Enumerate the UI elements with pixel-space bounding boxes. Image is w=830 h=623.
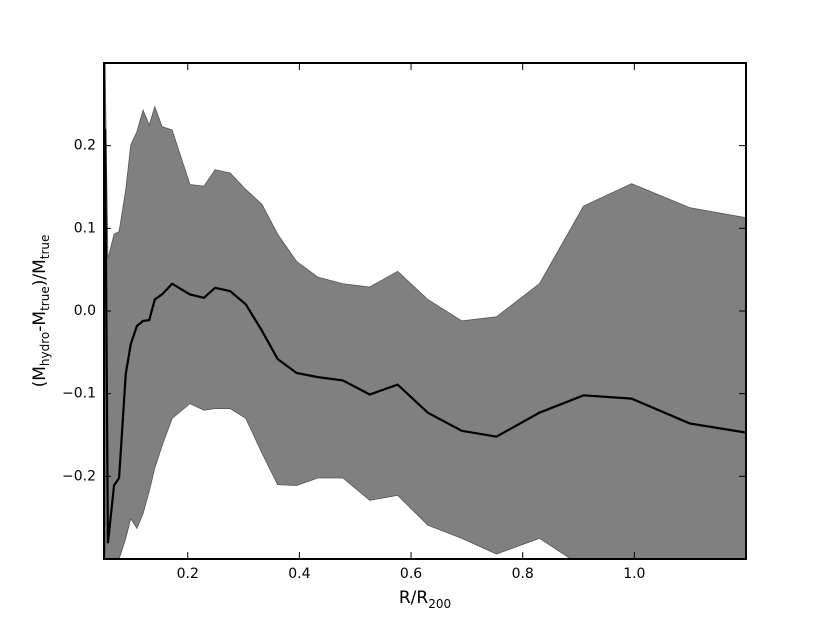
x-axis-label: R/R200 xyxy=(399,588,451,611)
y-label-sub: hydro xyxy=(38,332,52,366)
x-tick-label: 1.0 xyxy=(623,566,645,582)
y-label-part: )/M xyxy=(30,259,50,286)
y-tick-label: 0.0 xyxy=(74,303,96,319)
y-tick-label: 0.1 xyxy=(74,220,96,236)
y-label-sub: true xyxy=(38,286,52,311)
x-tick-label: 0.8 xyxy=(512,566,534,582)
y-tick-label: 0.2 xyxy=(74,138,96,154)
x-label-sub: 200 xyxy=(428,597,451,611)
x-tick-label: 0.6 xyxy=(400,566,422,582)
band-area xyxy=(104,63,746,559)
y-tick-label: −0.2 xyxy=(62,468,96,484)
mean-line xyxy=(104,129,746,544)
y-label-part: -M xyxy=(30,311,50,332)
y-tick-label: −0.1 xyxy=(62,386,96,402)
x-tick-label: 0.2 xyxy=(177,566,199,582)
x-tick-label: 0.4 xyxy=(288,566,310,582)
x-label-part: R/R xyxy=(399,588,429,608)
y-label-sub: true xyxy=(38,235,52,260)
plot-area xyxy=(104,63,746,559)
y-axis-label: (Mhydro-Mtrue)/Mtrue xyxy=(30,235,52,388)
y-label-part: (M xyxy=(30,366,50,387)
